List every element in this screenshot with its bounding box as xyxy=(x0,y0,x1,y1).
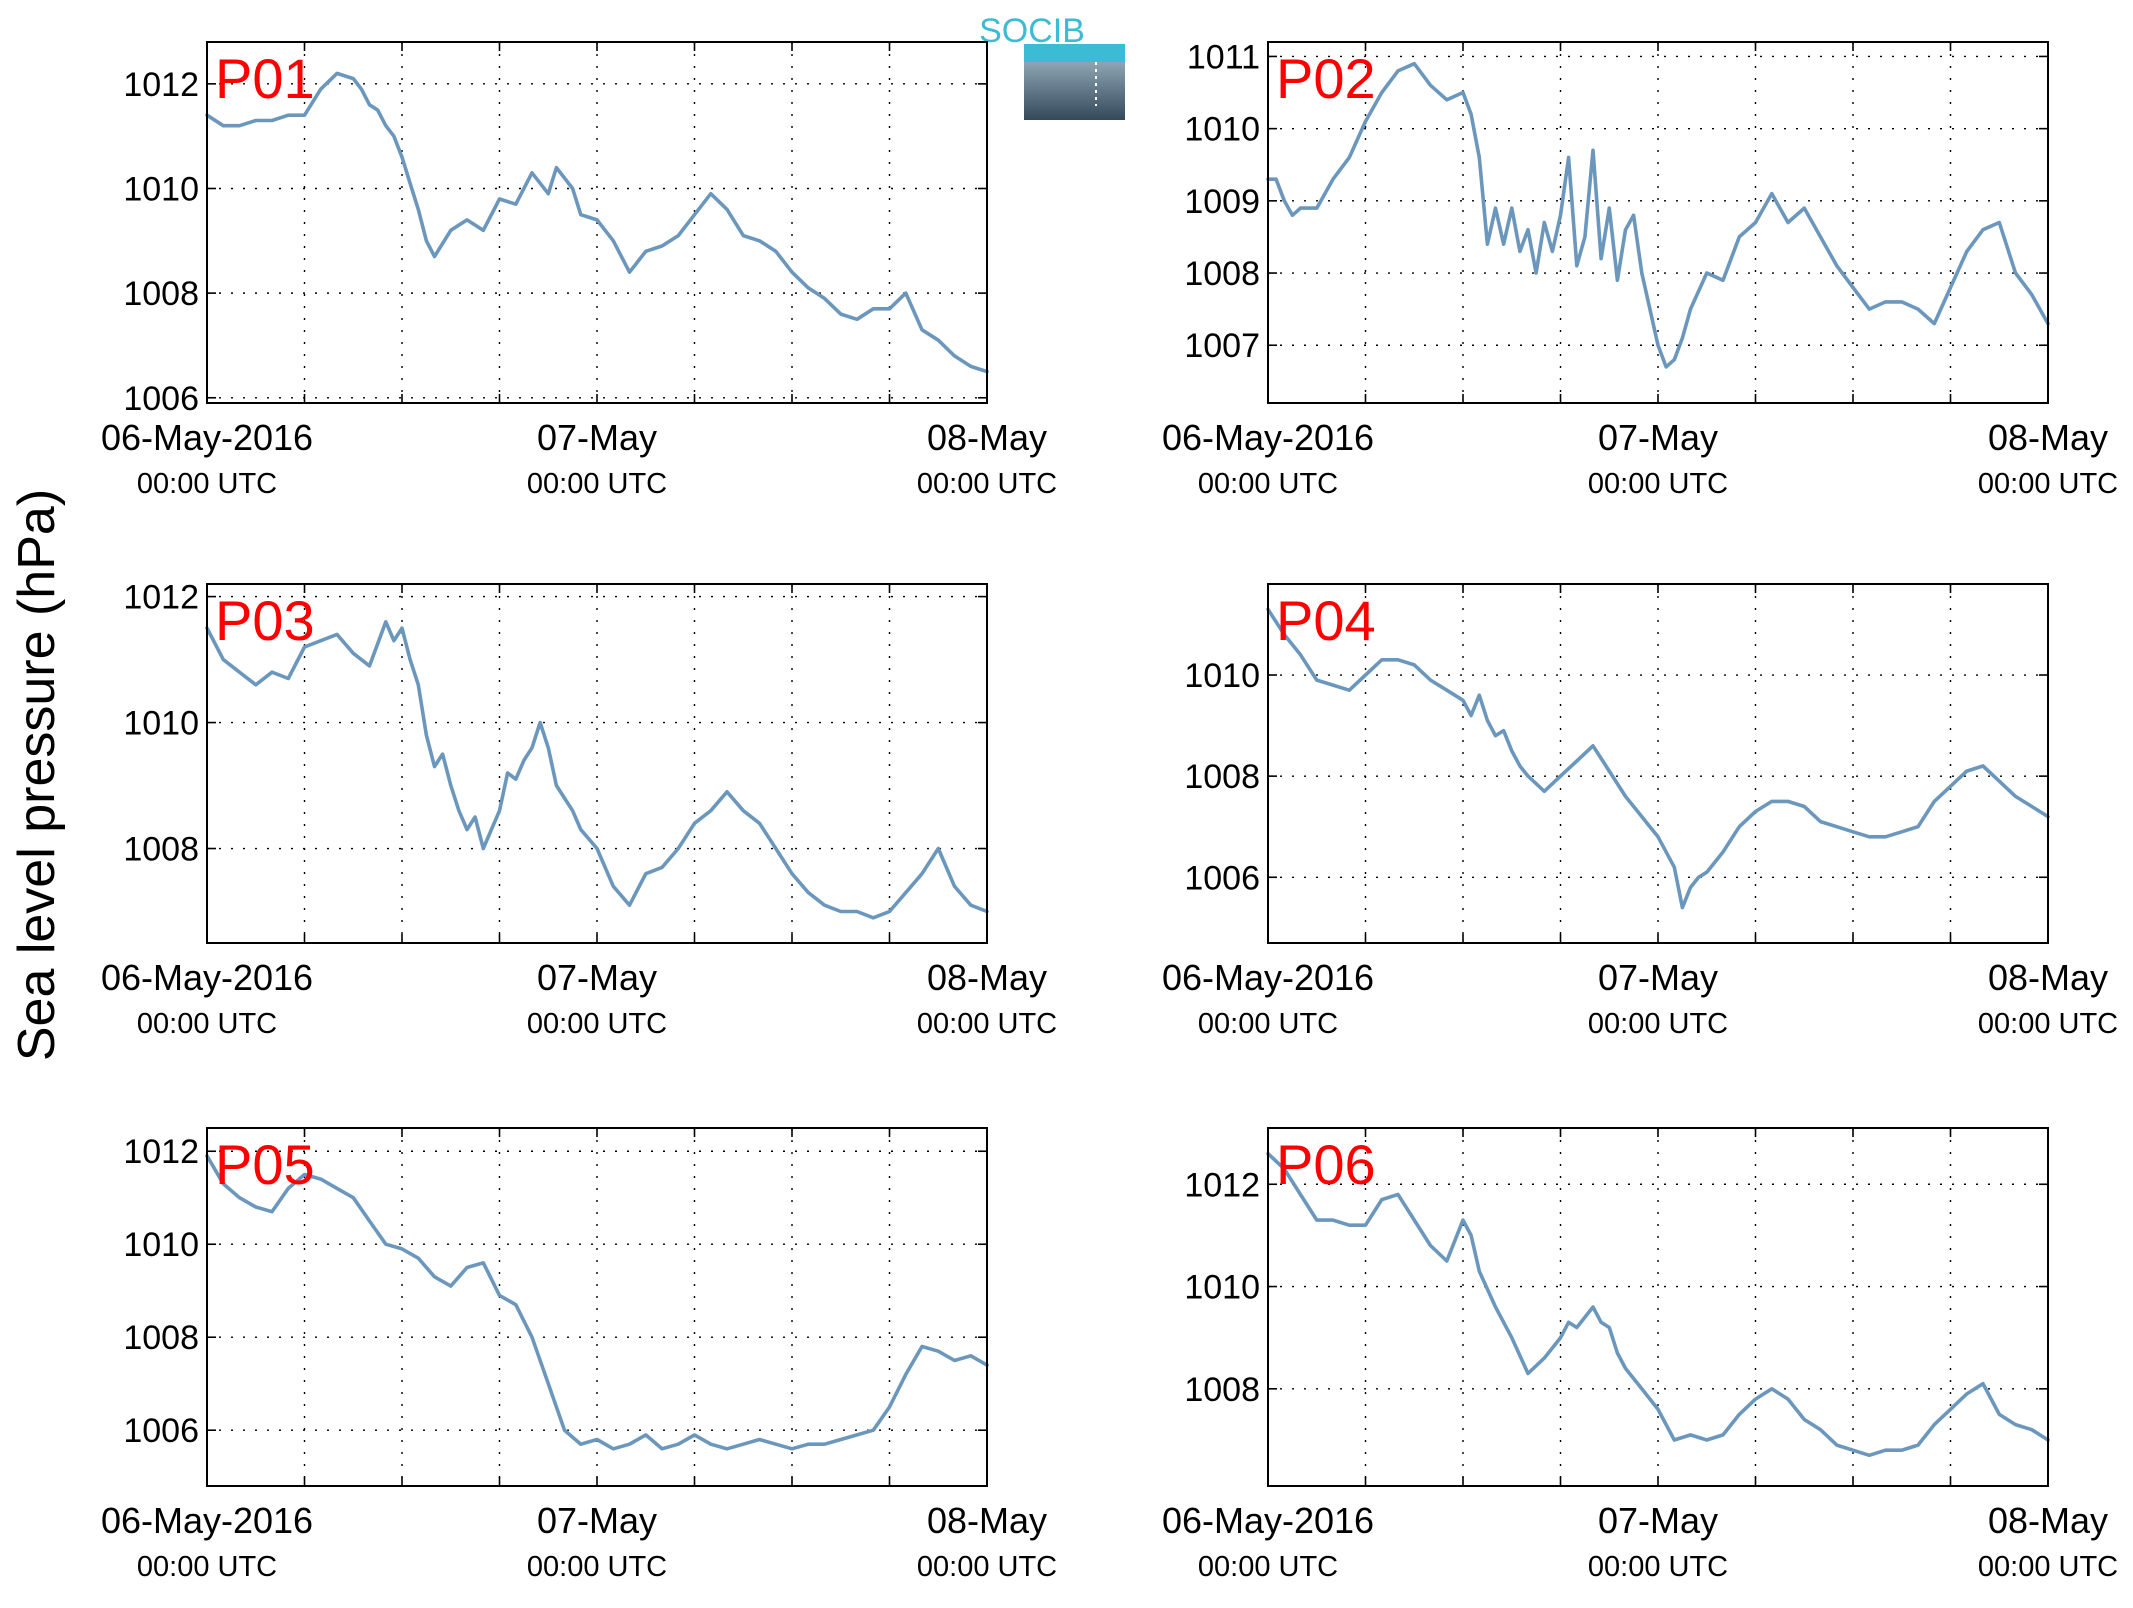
x-tick-label: 08-May xyxy=(927,417,1047,458)
y-tick-label: 1009 xyxy=(1184,183,1260,221)
y-tick-label: 1008 xyxy=(1184,255,1260,293)
y-tick-label: 1006 xyxy=(123,380,199,418)
x-tick-label: 08-May xyxy=(927,1500,1047,1541)
axes-frame xyxy=(1267,583,2049,944)
x-tick-sublabel: 00:00 UTC xyxy=(1198,468,1338,500)
x-tick-sublabel: 00:00 UTC xyxy=(527,468,667,500)
series-line-p02 xyxy=(1266,61,2050,369)
panel-label: P01 xyxy=(215,47,315,110)
x-tick-label: 07-May xyxy=(537,957,657,998)
panel-p01: 1006 1008 1010 1012 06-May-2016 00:00 UTC 07-M… xyxy=(101,41,1057,500)
x-tick-label: 08-May xyxy=(1988,1500,2108,1541)
axes-frame xyxy=(1267,1127,2049,1487)
series-line-p01 xyxy=(205,71,989,374)
x-tick-label: 08-May xyxy=(1988,957,2108,998)
y-tick-label: 1008 xyxy=(123,831,199,869)
series-line-p04 xyxy=(1266,607,2050,910)
x-tick-sublabel: 00:00 UTC xyxy=(1588,1551,1728,1583)
x-tick-sublabel: 00:00 UTC xyxy=(1588,468,1728,500)
x-tick-label: 07-May xyxy=(1598,417,1718,458)
x-tick-label: 07-May xyxy=(537,1500,657,1541)
x-tick-sublabel: 00:00 UTC xyxy=(1198,1551,1338,1583)
x-tick-label: 07-May xyxy=(537,417,657,458)
y-tick-label: 1012 xyxy=(123,1133,199,1171)
socib-logo-text: SOCIB xyxy=(979,12,1085,50)
x-tick-sublabel: 00:00 UTC xyxy=(1978,1551,2118,1583)
socib-logo-block xyxy=(1024,62,1125,120)
x-tick-label: 06-May-2016 xyxy=(1162,1500,1374,1541)
y-tick-label: 1008 xyxy=(1184,758,1260,796)
axes-frame xyxy=(1267,41,2049,404)
y-tick-label: 1010 xyxy=(123,1226,199,1264)
y-tick-label: 1010 xyxy=(1184,1269,1260,1307)
y-tick-label: 1006 xyxy=(123,1412,199,1450)
panel-p02: 1007 1008 1009 1010 1011 06-May-2016 00:00 UTC… xyxy=(1162,38,2118,500)
y-tick-label: 1007 xyxy=(1184,327,1260,365)
x-tick-sublabel: 00:00 UTC xyxy=(1588,1008,1728,1040)
panels-container: 1006 1008 1010 1012 06-May-2016 00:00 UTC 07-M… xyxy=(101,38,2118,1583)
x-tick-sublabel: 00:00 UTC xyxy=(1978,468,2118,500)
y-tick-label: 1006 xyxy=(1184,859,1260,897)
socib-logo: SOCIB xyxy=(979,12,1125,120)
x-tick-label: 06-May-2016 xyxy=(101,1500,313,1541)
axes-frame xyxy=(206,41,988,404)
series-line-p05 xyxy=(205,1154,989,1451)
series-line-p03 xyxy=(205,620,989,920)
panel-p04: 1006 1008 1010 06-May-2016 00:00 UTC 07-May 00… xyxy=(1162,583,2118,1040)
x-tick-label: 06-May-2016 xyxy=(1162,417,1374,458)
y-tick-label: 1012 xyxy=(1184,1166,1260,1204)
x-tick-label: 06-May-2016 xyxy=(101,417,313,458)
y-tick-label: 1011 xyxy=(1187,38,1260,76)
panel-label: P04 xyxy=(1276,589,1376,652)
panel-label: P02 xyxy=(1276,47,1376,110)
x-tick-sublabel: 00:00 UTC xyxy=(1198,1008,1338,1040)
y-tick-label: 1010 xyxy=(1184,657,1260,695)
x-tick-sublabel: 00:00 UTC xyxy=(917,468,1057,500)
y-tick-label: 1008 xyxy=(123,275,199,313)
x-tick-sublabel: 00:00 UTC xyxy=(917,1008,1057,1040)
y-tick-label: 1010 xyxy=(123,705,199,743)
series-line-p06 xyxy=(1266,1151,2050,1458)
x-tick-sublabel: 00:00 UTC xyxy=(917,1551,1057,1583)
axes-frame xyxy=(206,1127,988,1487)
y-tick-label: 1008 xyxy=(1184,1371,1260,1409)
y-tick-label: 1008 xyxy=(123,1319,199,1357)
x-tick-label: 08-May xyxy=(927,957,1047,998)
panel-label: P03 xyxy=(215,589,315,652)
x-tick-sublabel: 00:00 UTC xyxy=(137,1008,277,1040)
panel-p03: 1008 1010 1012 06-May-2016 00:00 UTC 07-May 00… xyxy=(101,579,1057,1040)
panel-label: P06 xyxy=(1276,1133,1376,1196)
y-tick-label: 1010 xyxy=(1184,111,1260,149)
panel-p05: 1006 1008 1010 1012 06-May-2016 00:00 UTC 07-M… xyxy=(101,1127,1057,1583)
x-tick-label: 06-May-2016 xyxy=(101,957,313,998)
y-tick-label: 1010 xyxy=(123,170,199,208)
x-tick-label: 08-May xyxy=(1988,417,2108,458)
x-tick-sublabel: 00:00 UTC xyxy=(137,468,277,500)
x-tick-sublabel: 00:00 UTC xyxy=(527,1008,667,1040)
y-tick-label: 1012 xyxy=(123,579,199,617)
x-tick-sublabel: 00:00 UTC xyxy=(527,1551,667,1583)
x-tick-sublabel: 00:00 UTC xyxy=(137,1551,277,1583)
x-tick-label: 07-May xyxy=(1598,1500,1718,1541)
panel-p06: 1008 1010 1012 06-May-2016 00:00 UTC 07-May 00… xyxy=(1162,1127,2118,1583)
panel-label: P05 xyxy=(215,1133,315,1196)
x-tick-sublabel: 00:00 UTC xyxy=(1978,1008,2118,1040)
y-tick-label: 1012 xyxy=(123,66,199,104)
x-tick-label: 07-May xyxy=(1598,957,1718,998)
x-tick-label: 06-May-2016 xyxy=(1162,957,1374,998)
axes-frame xyxy=(206,583,988,944)
y-axis-label: Sea level pressure (hPa) xyxy=(8,489,66,1061)
socib-logo-wave xyxy=(1024,44,1125,62)
